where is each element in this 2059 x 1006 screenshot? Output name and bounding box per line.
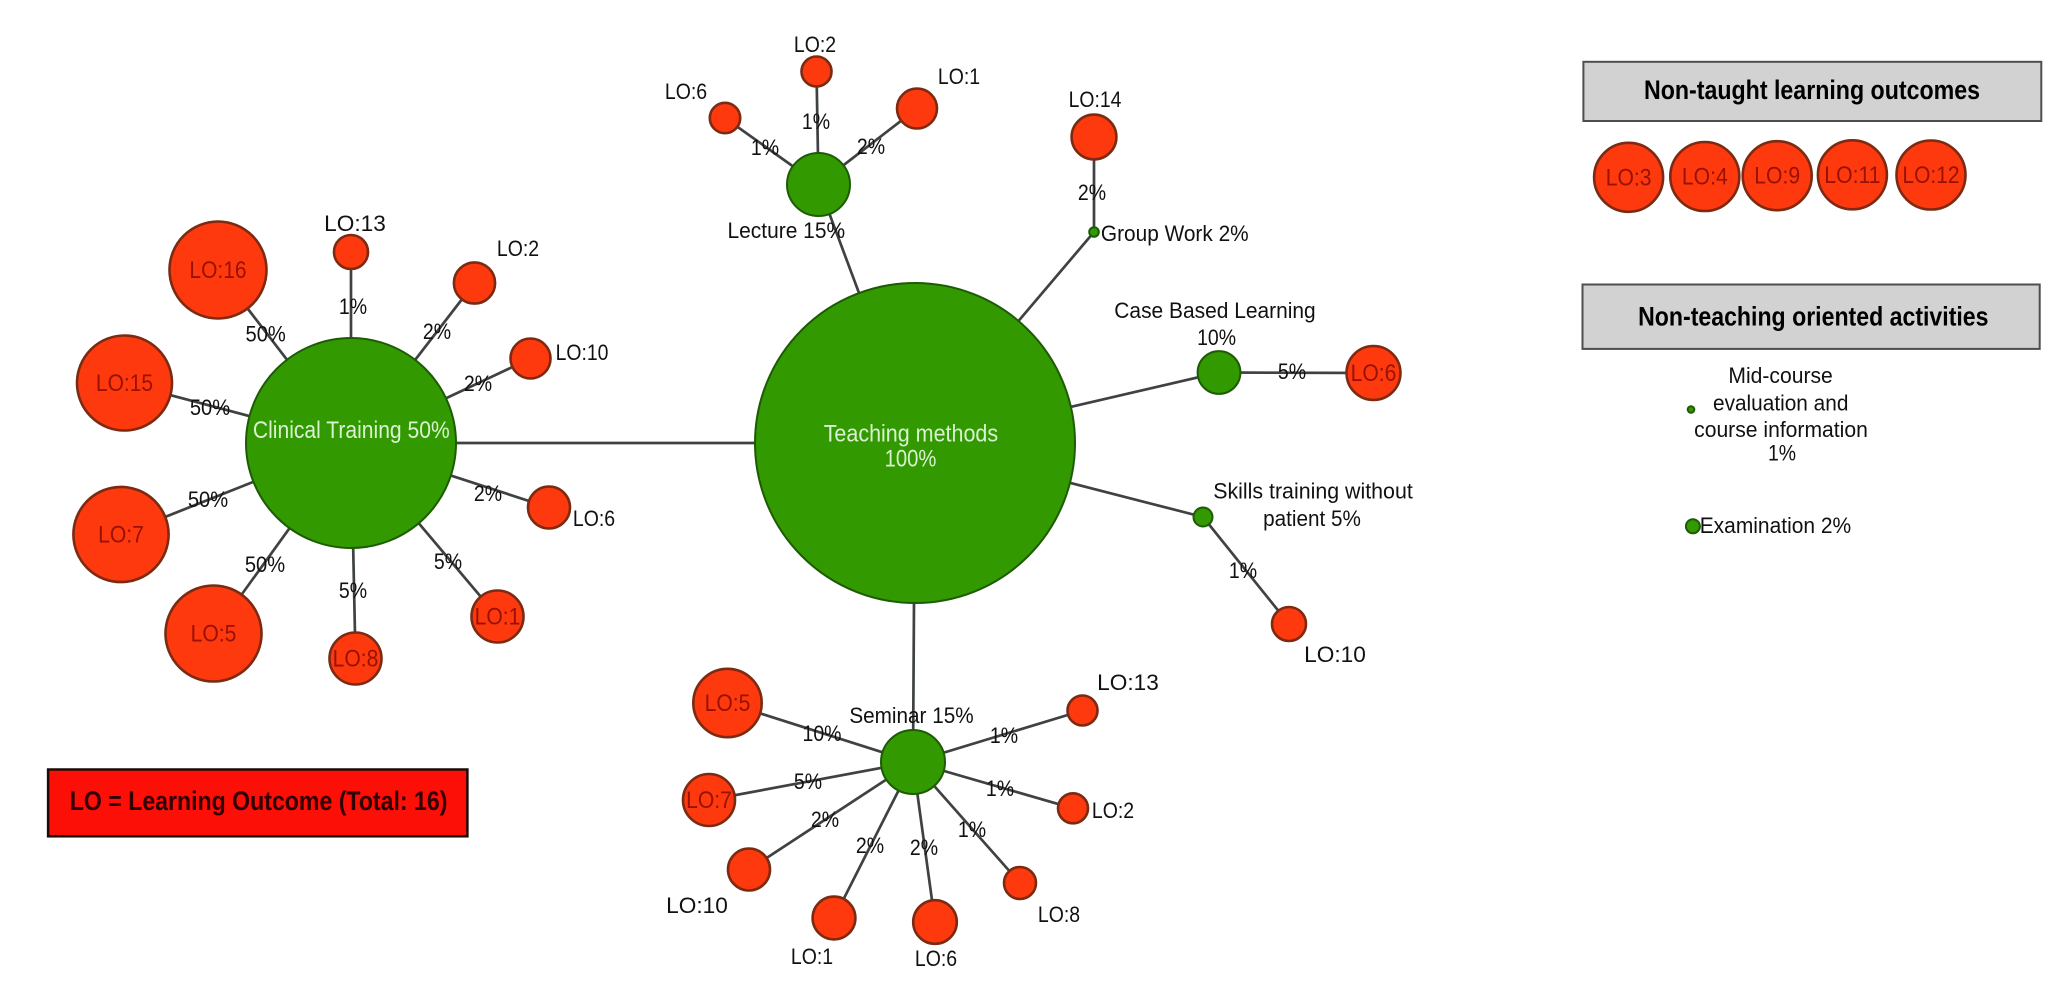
svg-text:1%: 1% xyxy=(339,294,367,319)
svg-text:LO:11: LO:11 xyxy=(1824,162,1880,189)
svg-text:LO:7: LO:7 xyxy=(686,787,732,814)
svg-text:5%: 5% xyxy=(1278,359,1306,384)
svg-text:LO:13: LO:13 xyxy=(324,211,386,236)
svg-text:LO:15: LO:15 xyxy=(96,370,153,397)
svg-text:100%: 100% xyxy=(885,446,937,473)
svg-text:50%: 50% xyxy=(245,552,285,577)
svg-text:2%: 2% xyxy=(1078,180,1106,205)
svg-text:LO:10: LO:10 xyxy=(1304,642,1366,667)
svg-text:LO:2: LO:2 xyxy=(497,236,539,261)
svg-text:1%: 1% xyxy=(958,817,986,842)
svg-text:LO:16: LO:16 xyxy=(189,257,246,284)
svg-text:5%: 5% xyxy=(339,578,367,603)
svg-text:LO:1: LO:1 xyxy=(938,64,980,89)
svg-text:LO:3: LO:3 xyxy=(1606,164,1652,191)
svg-text:2%: 2% xyxy=(423,319,451,344)
svg-text:LO:1: LO:1 xyxy=(791,944,833,969)
svg-text:1%: 1% xyxy=(986,776,1014,801)
svg-text:1%: 1% xyxy=(1768,441,1796,466)
svg-text:LO:6: LO:6 xyxy=(665,79,707,104)
svg-text:2%: 2% xyxy=(464,371,492,396)
svg-text:LO:2: LO:2 xyxy=(794,32,836,57)
svg-text:LO:6: LO:6 xyxy=(1351,360,1397,387)
svg-text:Examination 2%: Examination 2% xyxy=(1700,513,1852,538)
svg-text:Clinical Training 50%: Clinical Training 50% xyxy=(253,417,450,444)
svg-text:LO:1: LO:1 xyxy=(475,604,521,631)
svg-text:2%: 2% xyxy=(811,807,839,832)
svg-text:LO:10: LO:10 xyxy=(666,893,728,918)
svg-text:LO:10: LO:10 xyxy=(556,340,609,365)
svg-text:1%: 1% xyxy=(1229,558,1257,583)
svg-text:Lecture 15%: Lecture 15% xyxy=(728,218,846,243)
svg-text:LO:7: LO:7 xyxy=(98,522,144,549)
svg-text:Seminar 15%: Seminar 15% xyxy=(849,703,973,728)
svg-text:Non-teaching oriented activiti: Non-teaching oriented activities xyxy=(1638,302,1988,332)
svg-text:Group Work 2%: Group Work 2% xyxy=(1101,221,1249,246)
svg-text:LO:13: LO:13 xyxy=(1097,670,1159,695)
svg-text:LO:9: LO:9 xyxy=(1754,163,1800,190)
svg-text:Case Based Learning: Case Based Learning xyxy=(1114,298,1315,323)
svg-text:50%: 50% xyxy=(190,395,230,420)
svg-text:Teaching methods: Teaching methods xyxy=(824,420,998,447)
svg-text:1%: 1% xyxy=(751,135,779,160)
svg-text:2%: 2% xyxy=(474,481,502,506)
svg-text:50%: 50% xyxy=(246,322,286,347)
svg-text:LO:14: LO:14 xyxy=(1069,87,1122,112)
svg-text:LO:2: LO:2 xyxy=(1092,798,1134,823)
svg-text:10%: 10% xyxy=(1197,325,1236,350)
svg-text:LO = Learning Outcome (Total:: LO = Learning Outcome (Total: 16) xyxy=(70,786,448,816)
svg-text:LO:6: LO:6 xyxy=(573,506,615,531)
svg-text:2%: 2% xyxy=(856,833,884,858)
svg-text:course information: course information xyxy=(1694,417,1868,442)
svg-text:2%: 2% xyxy=(857,134,885,159)
svg-text:10%: 10% xyxy=(803,721,842,746)
svg-text:LO:12: LO:12 xyxy=(1902,162,1959,189)
svg-text:LO:8: LO:8 xyxy=(333,646,379,673)
svg-text:LO:8: LO:8 xyxy=(1038,902,1080,927)
svg-text:evaluation and: evaluation and xyxy=(1713,390,1848,415)
svg-text:Skills training without: Skills training without xyxy=(1213,479,1413,504)
svg-text:LO:6: LO:6 xyxy=(915,946,957,971)
svg-text:1%: 1% xyxy=(802,109,830,134)
svg-text:Non-taught learning outcomes: Non-taught learning outcomes xyxy=(1644,75,1980,105)
svg-text:patient 5%: patient 5% xyxy=(1263,506,1361,531)
svg-text:2%: 2% xyxy=(910,835,938,860)
svg-text:1%: 1% xyxy=(990,723,1018,748)
svg-text:Mid-course: Mid-course xyxy=(1728,363,1832,388)
svg-text:5%: 5% xyxy=(794,769,822,794)
svg-text:LO:5: LO:5 xyxy=(191,621,237,648)
svg-text:LO:5: LO:5 xyxy=(705,690,751,717)
svg-text:5%: 5% xyxy=(434,549,462,574)
svg-text:50%: 50% xyxy=(188,487,228,512)
svg-text:LO:4: LO:4 xyxy=(1682,164,1728,191)
